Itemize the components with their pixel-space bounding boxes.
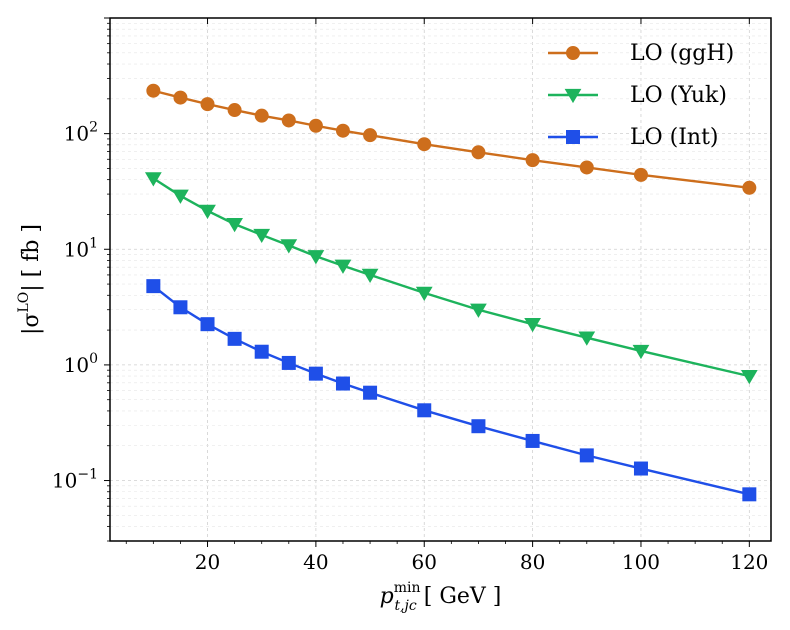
y-tick-exponent: 2 xyxy=(89,120,98,136)
legend-marker xyxy=(566,46,580,60)
data-point-lo-ggh xyxy=(633,167,648,182)
data-point-lo-ggh xyxy=(254,108,269,123)
legend-label: LO (Yuk) xyxy=(630,83,727,108)
data-point-lo-int xyxy=(146,279,161,294)
x-tick-label: 80 xyxy=(520,550,545,574)
data-point-lo-int xyxy=(363,385,378,400)
data-point-lo-yuk xyxy=(632,344,650,360)
data-point-lo-yuk xyxy=(253,228,271,244)
y-tick-label: 100 xyxy=(64,351,98,377)
data-point-lo-yuk xyxy=(307,250,325,265)
plot-frame xyxy=(109,17,772,542)
y-tick-exponent: 0 xyxy=(89,351,98,367)
data-point-lo-yuk xyxy=(199,204,216,219)
data-point-lo-int xyxy=(227,331,242,346)
data-point-lo-ggh xyxy=(525,153,540,168)
data-point-lo-int xyxy=(281,355,296,370)
y-tick-exponent: 1 xyxy=(89,235,98,251)
y-tick-base: 10 xyxy=(64,122,89,146)
data-point-lo-ggh xyxy=(281,113,296,128)
data-point-lo-int xyxy=(579,448,594,463)
y-tick-base: 10 xyxy=(52,469,77,493)
x-tick-label: 40 xyxy=(303,550,328,574)
data-point-lo-int xyxy=(525,433,540,448)
series-lo-ggh xyxy=(146,83,757,195)
data-point-lo-yuk xyxy=(740,369,758,385)
data-point-lo-yuk xyxy=(524,318,541,333)
data-point-lo-ggh xyxy=(173,90,188,105)
x-tick-label: 60 xyxy=(412,550,437,574)
data-point-lo-ggh xyxy=(471,145,486,160)
y-axis-label: |σLO| [ fb ] xyxy=(16,224,44,335)
data-point-lo-ggh xyxy=(579,160,594,175)
data-point-lo-ggh xyxy=(308,118,323,133)
data-point-lo-yuk xyxy=(415,286,433,301)
series-line-lo-int xyxy=(152,285,750,496)
data-point-lo-yuk xyxy=(578,331,596,346)
x-axis-label: pmin t,jc [ GeV ] xyxy=(380,580,502,614)
data-point-lo-int xyxy=(308,366,323,381)
data-point-lo-ggh xyxy=(363,128,378,143)
data-point-lo-yuk xyxy=(172,189,189,204)
data-point-lo-yuk xyxy=(280,239,298,254)
y-tick-label: 101 xyxy=(64,235,98,261)
data-point-lo-ggh xyxy=(335,123,350,138)
legend-item-lo-int: LO (Int) xyxy=(548,125,719,150)
legend-item-lo-ggh: LO (ggH) xyxy=(548,41,734,66)
data-point-lo-ggh xyxy=(742,180,757,195)
data-point-lo-int xyxy=(417,403,432,418)
legend-marker xyxy=(566,130,580,144)
x-tick-label: 20 xyxy=(195,550,220,574)
y-tick-label: 102 xyxy=(64,120,98,146)
data-point-lo-int xyxy=(335,376,350,391)
series-layer xyxy=(144,83,758,502)
data-point-lo-int xyxy=(633,461,648,476)
data-point-lo-yuk xyxy=(470,303,487,318)
data-point-lo-yuk xyxy=(226,217,243,233)
data-point-lo-yuk xyxy=(361,268,379,284)
data-point-lo-yuk xyxy=(144,172,162,187)
y-tick-base: 10 xyxy=(64,353,89,377)
y-tick-base: 10 xyxy=(64,237,89,261)
series-lo-yuk xyxy=(144,172,758,385)
data-point-lo-int xyxy=(173,300,188,315)
legend: LO (ggH) LO (Yuk) LO (Int) xyxy=(548,41,734,150)
x-tick-label: 100 xyxy=(622,550,660,574)
x-tick-label: 120 xyxy=(730,550,768,574)
data-point-lo-ggh xyxy=(146,83,161,98)
data-point-lo-ggh xyxy=(200,97,215,112)
series-line-lo-yuk xyxy=(152,177,750,378)
legend-label: LO (Int) xyxy=(630,125,719,150)
legend-marker xyxy=(564,88,582,104)
legend-item-lo-yuk: LO (Yuk) xyxy=(548,83,727,108)
data-point-lo-int xyxy=(254,344,269,359)
data-point-lo-ggh xyxy=(417,137,432,152)
legend-label: LO (ggH) xyxy=(630,41,734,66)
data-point-lo-int xyxy=(742,487,757,502)
series-lo-int xyxy=(146,279,757,502)
y-tick-label: 10−1 xyxy=(52,467,98,493)
data-point-lo-ggh xyxy=(227,103,242,118)
data-point-lo-yuk xyxy=(334,259,352,274)
data-point-lo-int xyxy=(200,317,215,332)
data-point-lo-int xyxy=(471,419,486,434)
y-tick-exponent: −1 xyxy=(77,467,98,483)
